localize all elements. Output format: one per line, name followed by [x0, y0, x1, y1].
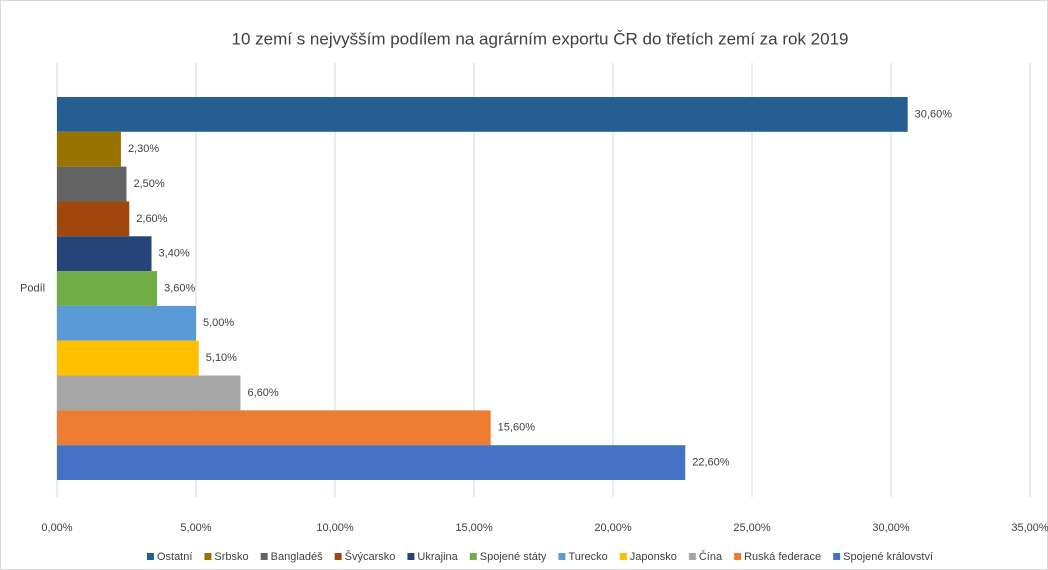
data-label: 22,60%	[692, 456, 730, 468]
legend-label: Ruská federace	[744, 551, 821, 563]
x-tick-label: 5,00%	[180, 522, 211, 534]
bar	[57, 375, 241, 411]
x-tick-label: 0,00%	[41, 522, 72, 534]
legend-swatch	[407, 553, 415, 560]
x-tick-label: 35,00%	[1011, 522, 1048, 534]
legend-swatch	[469, 553, 477, 560]
bar	[57, 305, 196, 341]
bar	[57, 271, 158, 306]
x-tick-label: 20,00%	[594, 522, 632, 534]
data-label: 5,00%	[203, 317, 234, 329]
legend-label: Srbsko	[214, 551, 248, 563]
bar	[57, 201, 130, 237]
legend-label: Ukrajina	[417, 551, 458, 563]
legend-swatch	[688, 553, 696, 560]
legend-label: Švýcarsko	[345, 550, 396, 563]
data-label: 3,40%	[159, 248, 190, 260]
bar	[57, 410, 491, 446]
x-tick-label: 25,00%	[733, 522, 771, 534]
bar	[57, 340, 199, 376]
legend: Ostatní Srbsko Bangladéš Švýcarsko Ukrajina S…	[146, 550, 933, 563]
x-tick-label: 10,00%	[316, 522, 354, 534]
bar	[57, 131, 121, 167]
legend-label: Ostatní	[157, 551, 192, 563]
legend-label: Spojené státy	[480, 551, 547, 563]
legend-label: Spojené království	[843, 551, 933, 563]
data-label: 2,30%	[128, 143, 159, 155]
data-label: 15,60%	[498, 422, 536, 434]
bar	[57, 166, 127, 202]
legend-swatch	[146, 553, 154, 560]
x-tick-label: 30,00%	[872, 522, 910, 534]
data-label: 2,50%	[134, 178, 165, 190]
legend-swatch	[734, 553, 742, 560]
legend-swatch	[260, 553, 268, 560]
data-label: 5,10%	[206, 352, 237, 364]
data-label: 3,60%	[164, 282, 195, 294]
legend-label: Turecko	[568, 551, 607, 563]
bar	[57, 97, 908, 132]
legend-swatch	[558, 553, 566, 560]
data-label: 2,60%	[136, 213, 167, 225]
legend-swatch	[833, 553, 841, 560]
legend-label: Bangladéš	[271, 551, 323, 563]
y-tick-label: Podíl	[20, 282, 45, 294]
legend-label: Čína	[699, 550, 723, 563]
legend-swatch	[334, 553, 342, 560]
chart-title: 10 zemí s nejvyšším podílem na agrárním …	[232, 29, 849, 48]
legend-swatch	[204, 553, 212, 560]
bar	[57, 236, 152, 272]
data-label: 6,60%	[247, 387, 278, 399]
legend-label: Japonsko	[630, 551, 677, 563]
bar	[57, 445, 686, 480]
x-tick-label: 15,00%	[455, 522, 493, 534]
data-label: 30,60%	[915, 108, 953, 120]
legend-swatch	[619, 553, 627, 560]
